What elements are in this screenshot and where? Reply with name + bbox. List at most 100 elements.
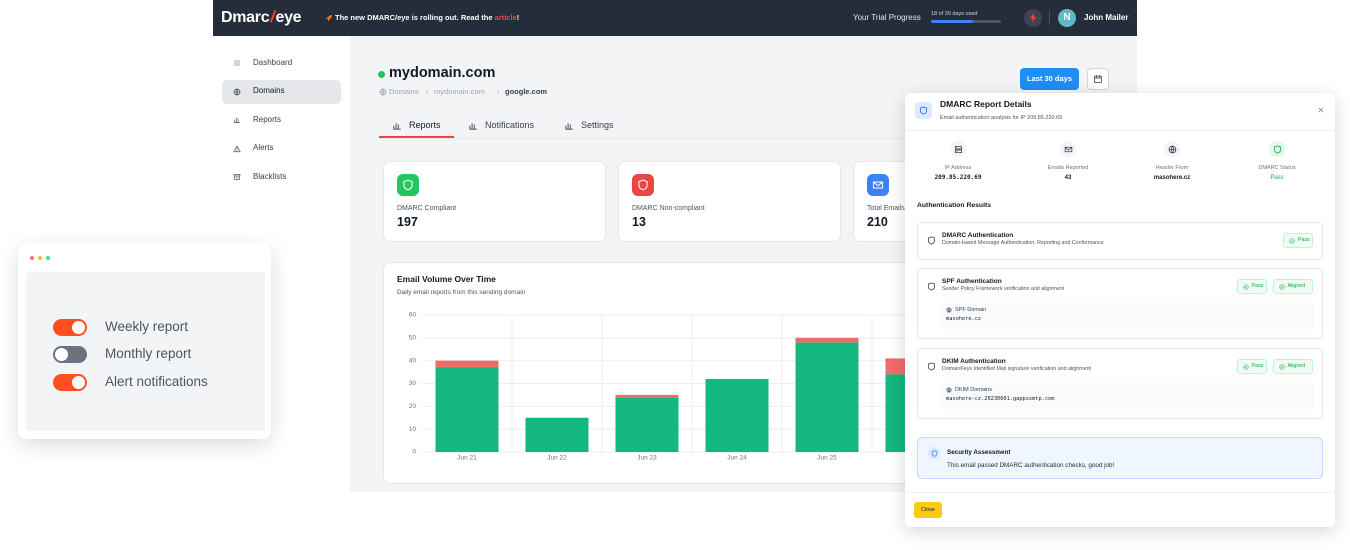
close-icon[interactable] <box>1316 105 1326 115</box>
assessment-text: This email passed DMARC authentication c… <box>947 461 1115 469</box>
progress-fill <box>931 20 973 23</box>
icon <box>1289 238 1295 244</box>
stat-icon <box>1164 141 1180 157</box>
stat-value: 43 <box>1064 174 1072 181</box>
announcement-link[interactable]: article <box>494 12 517 22</box>
window-dot <box>46 256 50 260</box>
tab[interactable]: Notifications <box>485 120 535 131</box>
label: DMARC Non-compliant <box>632 205 705 213</box>
date-range-button[interactable]: Last 30 days <box>1020 68 1079 90</box>
icon <box>403 179 413 191</box>
result-title: SPF Authentication <box>942 278 1002 286</box>
bar <box>795 337 859 343</box>
tab[interactable]: Settings <box>581 120 614 131</box>
toggle[interactable] <box>53 373 87 391</box>
icon <box>496 90 500 94</box>
divider <box>905 492 1335 493</box>
nav-item[interactable]: Blacklists <box>253 172 287 181</box>
window-dot <box>38 256 42 260</box>
assessment-title: Security Assessment <box>947 448 1011 456</box>
breadcrumb[interactable]: Domains <box>389 86 419 96</box>
detail-label: SPF Domain <box>955 306 987 313</box>
detail-label: DKIM Domains <box>955 386 992 393</box>
navbar: Dmarc/eye The new DMARC/eye is rolling ou… <box>213 0 1137 36</box>
icon <box>946 387 952 393</box>
bar <box>705 378 769 452</box>
tab[interactable]: Reports <box>409 120 441 131</box>
result-title: DMARC Authentication <box>942 232 1014 240</box>
detail-box <box>940 383 1314 409</box>
nav-item[interactable]: Domains <box>253 86 285 96</box>
badge-text: Pass <box>1298 237 1310 244</box>
icon <box>1278 284 1285 290</box>
assessment-icon <box>928 447 940 459</box>
stat-icon <box>632 174 654 196</box>
toggle[interactable] <box>53 318 87 336</box>
toggle-label: Weekly report <box>105 318 189 334</box>
badge: Pass <box>1236 279 1267 294</box>
nav-item[interactable]: Alerts <box>253 143 274 153</box>
modal: DMARC Report Details Email authentication… <box>905 93 1335 527</box>
section-title: Authentication Results <box>917 202 992 210</box>
y-tick-label: 0 <box>412 449 416 456</box>
label: 18 of 30 days used <box>931 10 978 17</box>
chart-subtitle: Daily email reports from this sending do… <box>397 289 526 297</box>
y-tick-label: 40 <box>409 357 417 364</box>
icon <box>1030 12 1037 23</box>
icon <box>233 145 241 152</box>
toggle[interactable] <box>53 346 87 363</box>
icon <box>954 145 962 153</box>
avatar[interactable]: N <box>1058 9 1076 27</box>
icon <box>233 174 241 181</box>
y-tick-label: 20 <box>409 403 417 410</box>
chart-title: Email Volume Over Time <box>397 274 496 285</box>
y-tick-label: 30 <box>409 380 417 387</box>
detail-box <box>940 303 1314 329</box>
label: DMARC Status <box>1258 164 1296 171</box>
y-tick-label: 50 <box>409 335 417 342</box>
y-tick-label: 60 <box>409 312 417 319</box>
stat-icon <box>1060 141 1076 157</box>
x-tick-label: Jun 25 <box>817 455 837 462</box>
result-title: DKIM Authentication <box>942 358 1006 366</box>
bar <box>615 394 679 398</box>
bar <box>795 342 859 452</box>
x-tick-label: Jun 24 <box>727 455 747 462</box>
divider <box>1049 11 1050 25</box>
icon <box>425 90 429 94</box>
toggle-knob <box>72 320 85 334</box>
calendar-button[interactable] <box>1087 68 1109 90</box>
nav-item[interactable]: Dashboard <box>253 57 293 67</box>
user-name[interactable]: John Mailer <box>1084 12 1129 22</box>
close-button[interactable]: Close <box>914 502 942 518</box>
stat-value: masohere.cz <box>1153 174 1191 181</box>
window-dot <box>30 256 34 260</box>
modal-icon <box>915 102 932 119</box>
icon <box>1064 146 1072 152</box>
announcement-text: The new DMARC/eye is rolling out. Read t… <box>335 12 495 22</box>
notifications[interactable] <box>1024 9 1042 27</box>
stat-icon <box>1269 141 1285 157</box>
toggle-knob <box>55 348 68 361</box>
label: Your Trial Progress <box>853 12 921 22</box>
divider <box>905 130 1335 131</box>
icon <box>872 181 884 189</box>
nav-item[interactable]: Reports <box>253 114 282 124</box>
x-tick-label: Jun 21 <box>457 455 477 462</box>
widget-panel: Weekly report Monthly report Alert notific… <box>26 272 265 431</box>
icon <box>234 60 240 66</box>
icon <box>928 282 935 291</box>
x-tick-label: Jun 22 <box>547 455 567 462</box>
label: IP Address <box>944 164 972 171</box>
modal-title: DMARC Report Details <box>940 99 1032 110</box>
result-card <box>917 348 1323 419</box>
badge-text: Aligned <box>1287 283 1306 290</box>
logo-part: / <box>270 9 275 26</box>
announcement: The new DMARC/eye is rolling out. Read t… <box>335 12 519 22</box>
icon <box>379 88 387 96</box>
logo[interactable]: Dmarc/eye <box>221 9 302 27</box>
x-tick-label: Jun 23 <box>637 455 657 462</box>
bar <box>435 360 499 368</box>
breadcrumb[interactable]: mydomain.com <box>434 86 485 96</box>
badge-text: Pass <box>1251 363 1264 370</box>
